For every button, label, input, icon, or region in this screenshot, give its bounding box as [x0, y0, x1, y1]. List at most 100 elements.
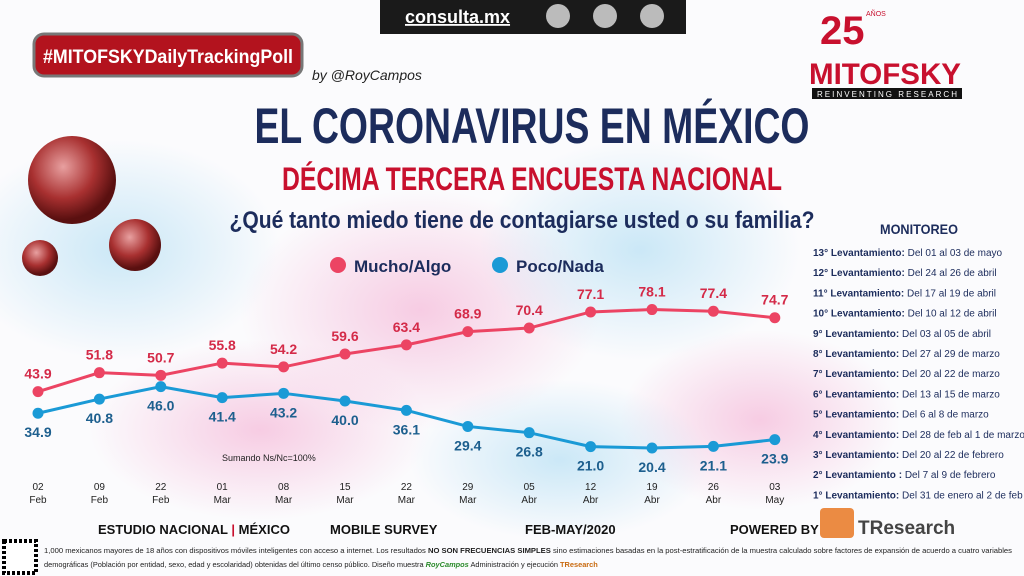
- site[interactable]: consulta.mx: [405, 7, 510, 27]
- round-dates: Del 31 de enero al 2 de feb: [902, 490, 1023, 501]
- data-label: 43.9: [24, 366, 51, 382]
- data-point: [707, 440, 719, 452]
- byline: by @RoyCampos: [312, 67, 422, 83]
- separator: |: [231, 522, 235, 537]
- data-point: [400, 404, 412, 416]
- round-label: 12° Levantamiento:: [813, 268, 905, 279]
- data-point: [462, 420, 474, 432]
- note-line-1: 1,000 mexicanos mayores de 18 años con d…: [44, 546, 1012, 555]
- data-point: [278, 361, 290, 373]
- virus-images: [22, 136, 161, 276]
- monitoring-row: 10° Levantamiento: Del 10 al 12 de abril: [813, 309, 997, 320]
- round-dates: Del 17 al 19 de abril: [907, 288, 996, 299]
- round-dates: Del 10 al 12 de abril: [908, 309, 997, 320]
- data-point: [339, 395, 351, 407]
- data-label: 77.1: [577, 286, 604, 302]
- data-label: 41.4: [209, 409, 236, 425]
- data-point: [278, 387, 290, 399]
- x-tick-day: 02: [32, 482, 44, 493]
- round-label: 9° Levantamiento:: [813, 329, 899, 340]
- annotation: Sumando Ns/Nc=100%: [222, 453, 316, 463]
- data-point: [769, 312, 781, 324]
- data-label: 21.0: [577, 458, 604, 474]
- data-point: [216, 357, 228, 369]
- data-point: [523, 322, 535, 334]
- note-text: sino estimaciones basadas en la post-est…: [553, 546, 1012, 555]
- data-label: 23.9: [761, 451, 788, 467]
- data-point: [585, 441, 597, 453]
- data-label: 78.1: [638, 284, 665, 300]
- logo-years: 25: [820, 9, 865, 53]
- data-label: 59.6: [331, 328, 358, 344]
- x-tick-month: Abr: [583, 495, 599, 506]
- legend: Mucho/Algo Poco/Nada: [330, 257, 604, 276]
- logo-tagline-bar: [812, 88, 962, 99]
- x-tick-month: Feb: [152, 495, 170, 506]
- data-point: [155, 369, 167, 381]
- round-dates: Del 6 al 8 de marzo: [902, 410, 989, 421]
- x-tick-day: 15: [339, 482, 351, 493]
- monitoring-row: 6° Levantamiento: Del 13 al 15 de marzo: [813, 389, 1000, 400]
- x-tick-month: Feb: [91, 495, 109, 506]
- twitter-icon[interactable]: [546, 4, 570, 28]
- round-dates: Del 01 al 03 de mayo: [908, 248, 1003, 259]
- subtitle: DÉCIMA TERCERA ENCUESTA NACIONAL: [282, 161, 782, 197]
- round-label: 2° Levantamiento :: [813, 470, 902, 481]
- data-label: 51.8: [86, 347, 113, 363]
- qr-code: [2, 539, 38, 575]
- data-label: 68.9: [454, 306, 481, 322]
- monitoring-list: 13° Levantamiento: Del 01 al 03 de mayo1…: [813, 248, 1024, 501]
- data-label: 63.4: [393, 319, 420, 335]
- footer-study: ESTUDIO NACIONAL | MÉXICO: [98, 522, 290, 537]
- data-point: [585, 306, 597, 318]
- monitoring-row: 2° Levantamiento : Del 7 al 9 de febrero: [813, 470, 996, 481]
- round-dates: Del 27 al 29 de marzo: [902, 349, 1000, 360]
- round-label: 5° Levantamiento:: [813, 410, 899, 421]
- monitoring-row: 13° Levantamiento: Del 01 al 03 de mayo: [813, 248, 1003, 259]
- monitoring-row: 5° Levantamiento: Del 6 al 8 de marzo: [813, 410, 989, 421]
- x-tick-day: 01: [217, 482, 229, 493]
- data-point: [769, 434, 781, 446]
- footer-mode: MOBILE SURVEY: [330, 522, 438, 537]
- title: EL CORONAVIRUS EN MÉXICO: [255, 98, 810, 154]
- note-line-2: demográficas (Población por entidad, sex…: [44, 560, 598, 569]
- x-tick-day: 12: [585, 482, 597, 493]
- note-author: RoyCampos: [426, 560, 469, 569]
- round-label: 13° Levantamiento:: [813, 248, 905, 259]
- round-dates: Del 13 al 15 de marzo: [902, 389, 1000, 400]
- x-tick-day: 09: [94, 482, 106, 493]
- data-label: 20.4: [638, 459, 665, 475]
- question: ¿Qué tanto miedo tiene de contagiarse us…: [230, 207, 815, 234]
- data-label: 46.0: [147, 398, 174, 414]
- data-point: [646, 442, 658, 454]
- note-text: 1,000 mexicanos mayores de 18 años con d…: [44, 546, 426, 555]
- x-tick-day: 05: [524, 482, 536, 493]
- facebook-icon[interactable]: [593, 4, 617, 28]
- data-point: [339, 348, 351, 360]
- footer-powered: POWERED BY: [730, 522, 819, 537]
- logo-tagline: REINVENTING RESEARCH: [817, 90, 957, 99]
- data-point: [93, 367, 105, 379]
- youtube-icon[interactable]: [640, 4, 664, 28]
- data-label: 74.7: [761, 292, 788, 308]
- data-point: [646, 304, 658, 316]
- x-tick-month: Mar: [398, 495, 416, 506]
- background-splashes: [0, 140, 900, 540]
- data-point: [93, 393, 105, 405]
- data-label: 40.8: [86, 410, 113, 426]
- hashtag-badge: [32, 32, 304, 78]
- data-label: 34.9: [24, 424, 51, 440]
- round-label: 11° Levantamiento:: [813, 288, 904, 299]
- x-tick-day: 22: [155, 482, 167, 493]
- note-bold: NO SON FRECUENCIAS SIMPLES: [428, 546, 551, 555]
- data-point: [216, 392, 228, 404]
- round-dates: Del 03 al 05 de abril: [902, 329, 991, 340]
- monitoring-row: 4° Levantamiento: Del 28 de feb al 1 de …: [813, 430, 1024, 441]
- data-point: [400, 339, 412, 351]
- round-dates: Del 20 al 22 de marzo: [902, 369, 1000, 380]
- x-tick-month: Feb: [29, 495, 47, 506]
- monitoring-row: 1° Levantamiento: Del 31 de enero al 2 d…: [813, 490, 1023, 501]
- x-tick-day: 19: [646, 482, 658, 493]
- brand-icon: [820, 508, 854, 538]
